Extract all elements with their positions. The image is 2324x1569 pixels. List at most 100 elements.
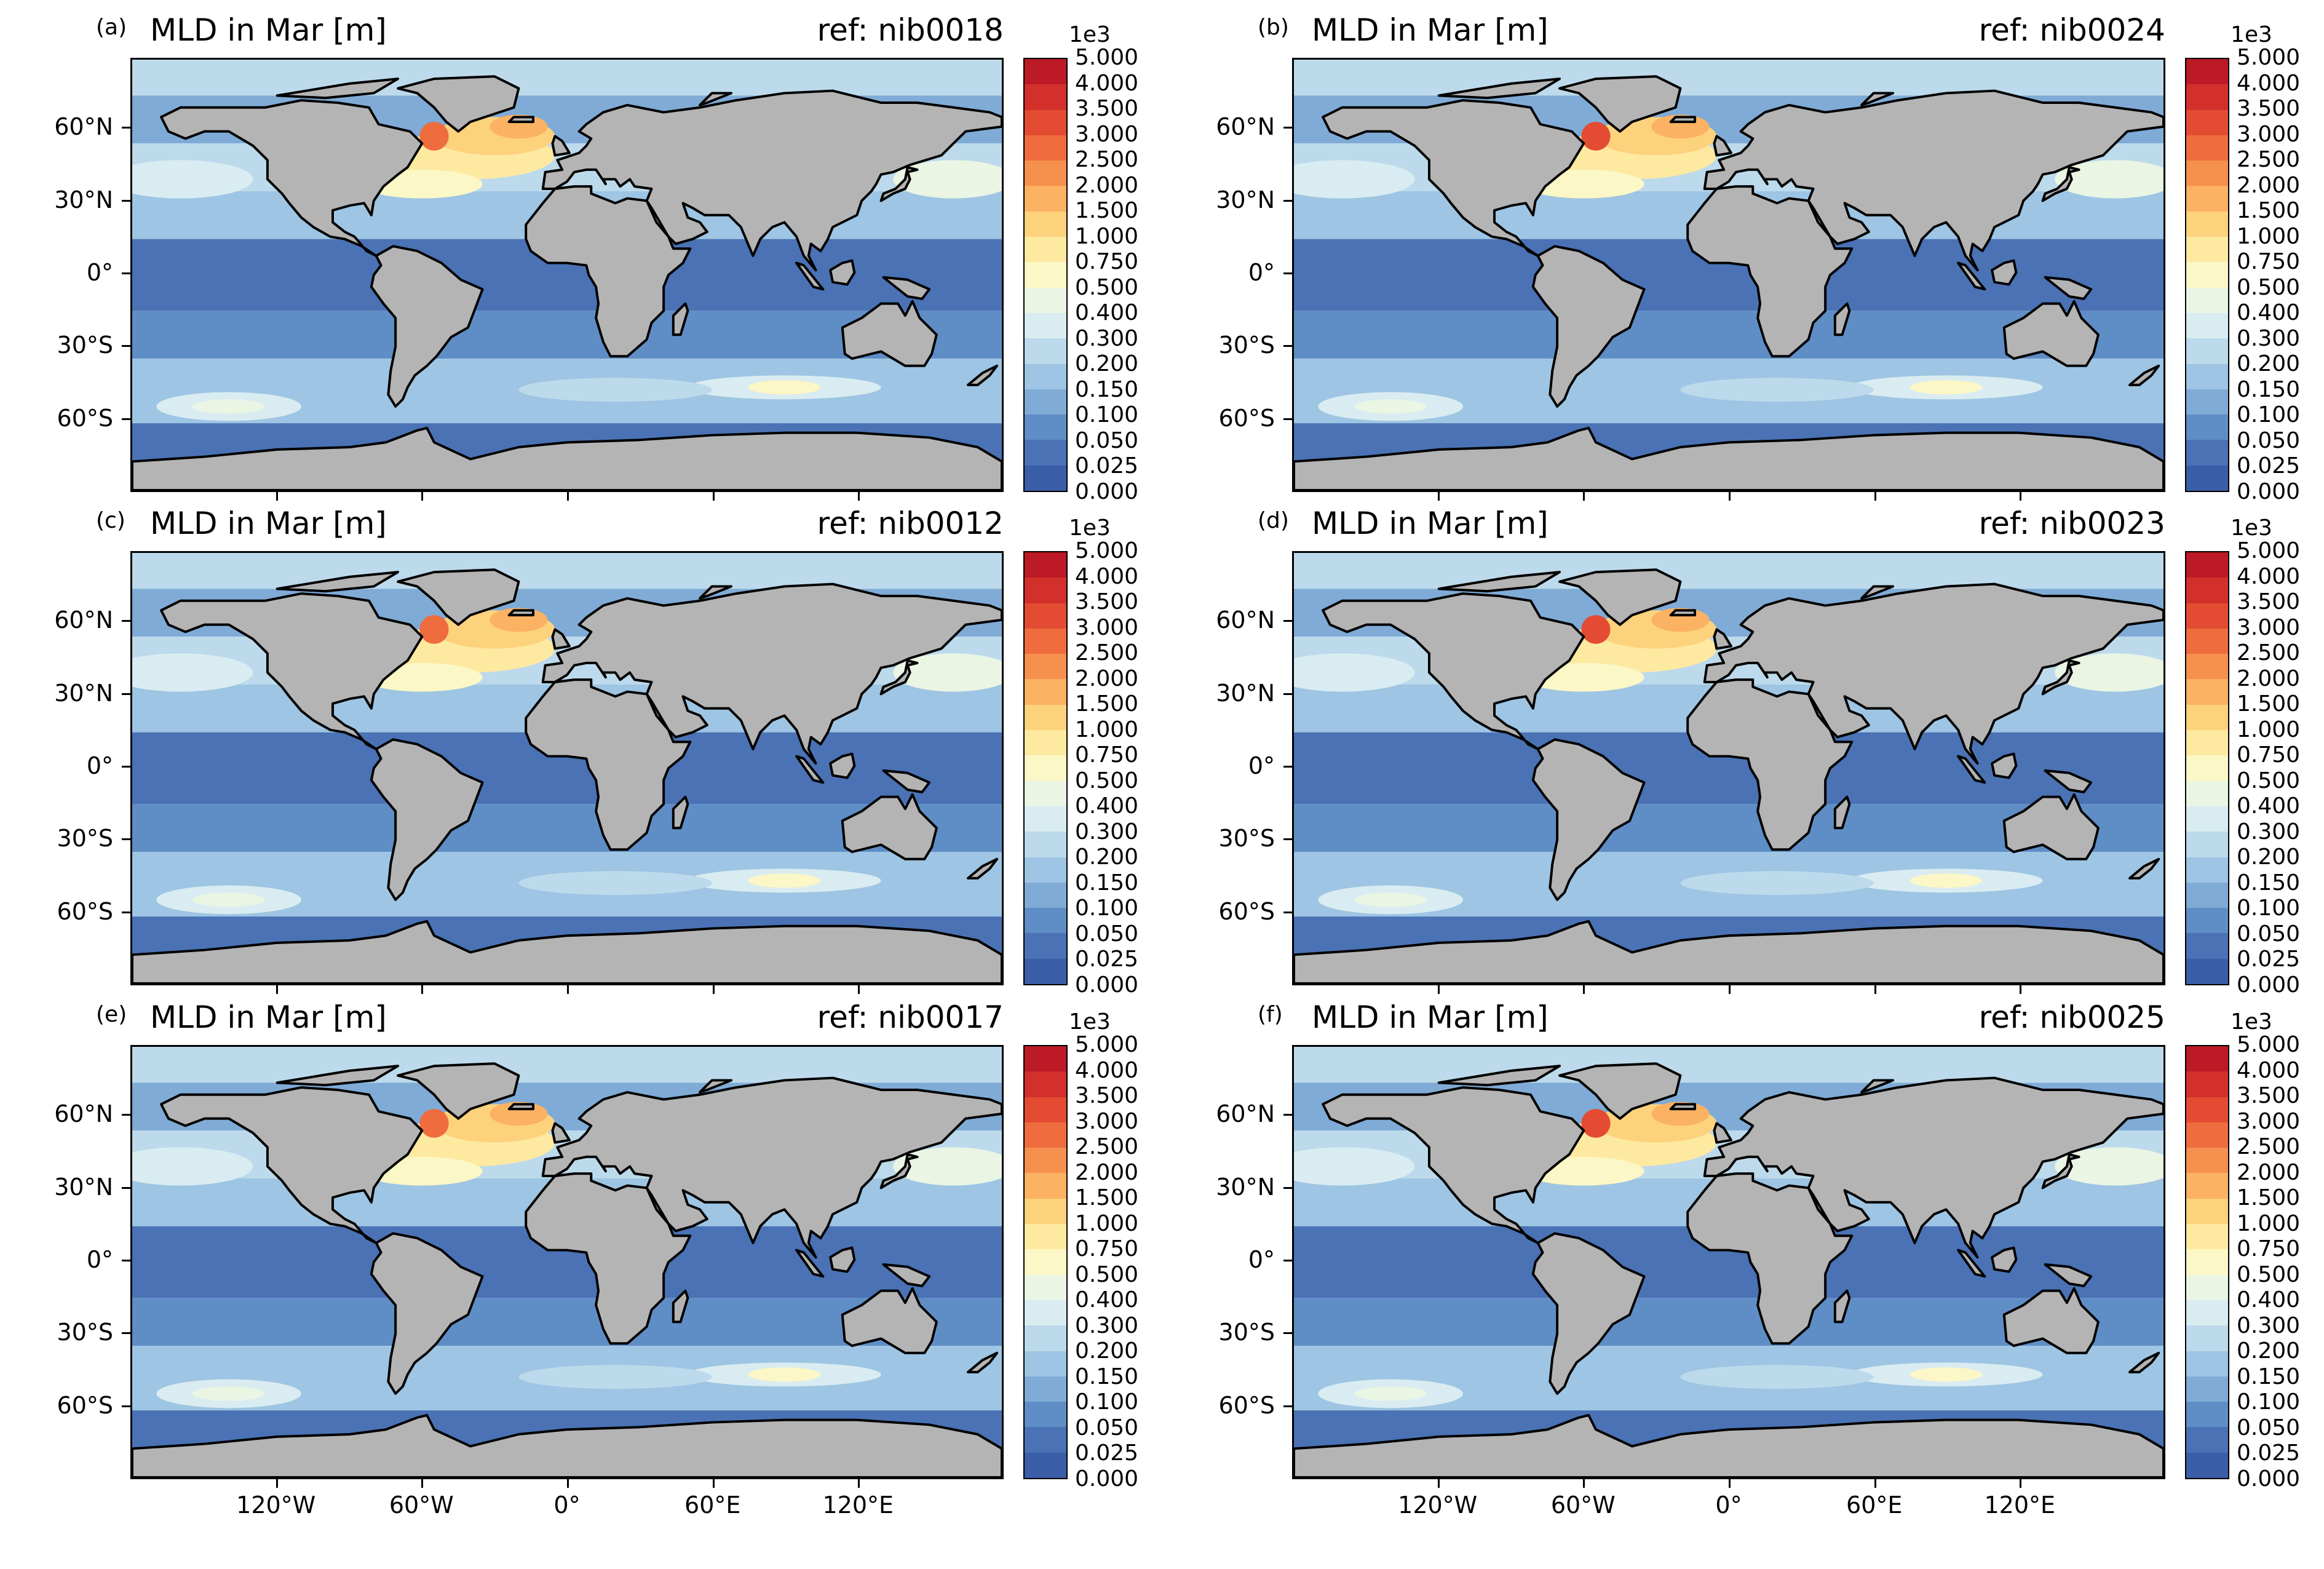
mld-region — [1910, 873, 1983, 888]
land-mass — [1833, 1289, 1851, 1324]
colorbar-tick-label: 2.000 — [1075, 172, 1139, 198]
colorbar-segment — [2186, 932, 2228, 959]
colorbar-tick-label: 5.000 — [2237, 1032, 2301, 1057]
land-mass — [879, 166, 919, 202]
colorbar-segment — [1025, 83, 1066, 110]
map-area — [1292, 58, 2165, 492]
colorbar-tick-label: 0.200 — [2237, 844, 2301, 870]
land-mass — [551, 628, 571, 650]
colorbar-tick-label: 1.500 — [1075, 198, 1139, 224]
colorbar-segment — [2186, 1452, 2228, 1478]
colorbar-tick-label: 2.500 — [1075, 147, 1139, 173]
colorbar-segment — [1025, 464, 1066, 491]
lat-label: 30°S — [57, 824, 113, 852]
lon-tick — [421, 492, 424, 501]
colorbar-segment — [2186, 83, 2228, 110]
lon-tick — [2020, 1479, 2022, 1488]
lat-tick — [1283, 1187, 1292, 1190]
colorbar — [1023, 1045, 1068, 1479]
land-mass — [879, 1153, 919, 1190]
colorbar-segment — [1025, 1146, 1066, 1174]
panel-ref: ref: nib0023 — [1978, 506, 2165, 541]
lat-label: 30°N — [54, 680, 113, 707]
colorbar-tick-label: 4.000 — [2237, 563, 2301, 589]
land-mass — [1437, 77, 1561, 100]
land-mass — [1957, 755, 1986, 784]
colorbar-segment — [2186, 907, 2228, 934]
colorbar-segment — [1025, 780, 1066, 806]
colorbar-segment — [2186, 704, 2228, 731]
colorbar-segment — [1025, 337, 1066, 364]
lat-tick — [122, 200, 130, 202]
colorbar-segment — [2186, 59, 2228, 85]
colorbar-tick-label: 0.025 — [2237, 453, 2301, 479]
colorbar-tick-label: 0.300 — [1075, 1313, 1139, 1338]
colorbar-segment — [1025, 439, 1066, 466]
colorbar-tick-label: 3.000 — [2237, 121, 2301, 147]
land-mass — [1322, 99, 1585, 257]
map-svg — [1294, 1047, 2163, 1477]
map-svg — [132, 1047, 1002, 1477]
lat-tick — [1283, 911, 1292, 913]
land-mass — [1322, 1086, 1585, 1244]
mld-region — [1680, 378, 1874, 402]
land-mass — [2002, 1287, 2100, 1354]
panel-ref: ref: nib0018 — [817, 12, 1004, 48]
mld-region — [132, 1147, 253, 1186]
land-mass — [1713, 628, 1732, 650]
colorbar-segment — [1025, 1223, 1066, 1250]
land-mass — [1686, 1172, 1854, 1345]
colorbar-tick-label: 0.300 — [2237, 325, 2301, 351]
colorbar-segment — [1025, 627, 1066, 654]
colorbar-segment — [1025, 363, 1066, 389]
colorbar-multiplier: 1e3 — [2231, 22, 2272, 47]
land-mass — [525, 678, 692, 851]
colorbar-segment — [2186, 1172, 2228, 1199]
colorbar-segment — [2186, 1198, 2228, 1225]
colorbar-segment — [2186, 1400, 2228, 1428]
land-mass — [2044, 276, 2093, 300]
colorbar-segment — [2186, 210, 2228, 237]
map-svg — [132, 60, 1002, 490]
lon-tick — [1437, 492, 1440, 501]
lon-tick — [1583, 492, 1585, 501]
lat-tick — [122, 1114, 130, 1116]
colorbar-segment — [2186, 363, 2228, 389]
land-mass — [699, 585, 733, 600]
colorbar-segment — [1025, 109, 1066, 135]
colorbar-tick-label: 2.000 — [1075, 1159, 1139, 1185]
colorbar-tick-label: 0.750 — [2237, 1236, 2301, 1262]
colorbar-segment — [1025, 602, 1066, 629]
lon-label: 120°W — [236, 1492, 316, 1519]
lat-label: 30°S — [1218, 824, 1275, 852]
colorbar-tick-label: 1.000 — [2237, 223, 2301, 249]
land-mass — [1686, 185, 1854, 358]
lat-label: 0° — [86, 752, 113, 779]
mld-region — [748, 380, 821, 395]
lat-label: 0° — [86, 259, 113, 286]
land-mass — [672, 1289, 689, 1324]
colorbar-segment — [2186, 388, 2228, 415]
mld-region — [1910, 1367, 1983, 1382]
colorbar-segment — [2186, 602, 2228, 629]
colorbar-tick-label: 0.750 — [1075, 1236, 1139, 1262]
mld-region — [1294, 653, 1415, 692]
colorbar-segment — [1025, 1350, 1066, 1376]
colorbar-segment — [1025, 830, 1066, 857]
land-mass — [507, 1103, 535, 1111]
land-mass — [1991, 259, 2018, 286]
land-mass — [525, 1172, 692, 1345]
colorbar-segment — [1025, 287, 1066, 313]
colorbar-tick-label: 2.500 — [1075, 640, 1139, 666]
land-mass — [1294, 1413, 2163, 1477]
lat-tick — [1283, 1405, 1292, 1407]
colorbar-tick-label: 0.300 — [2237, 1313, 2301, 1338]
lat-tick — [122, 620, 130, 622]
lon-tick — [276, 1479, 278, 1488]
colorbar-tick-label: 1.500 — [2237, 198, 2301, 224]
colorbar-tick-label: 2.000 — [2237, 1159, 2301, 1185]
land-mass — [2041, 166, 2080, 202]
colorbar-tick-label: 5.000 — [1075, 1032, 1139, 1057]
colorbar-tick-label: 5.000 — [1075, 45, 1139, 70]
lon-tick — [1874, 1479, 1876, 1488]
